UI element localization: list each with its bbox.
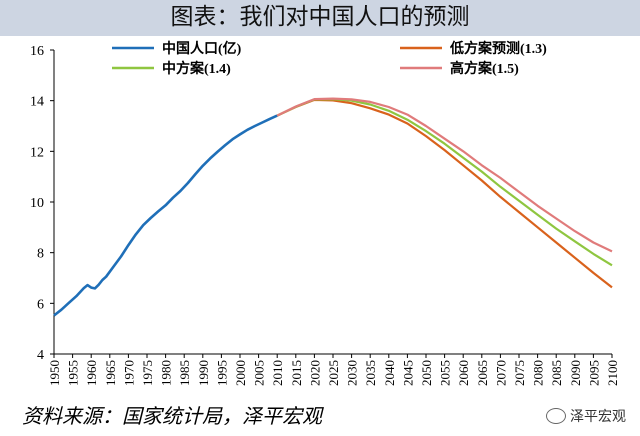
x-tick-label: 1960 bbox=[84, 360, 99, 386]
y-tick-label: 6 bbox=[37, 297, 44, 312]
x-tick-label: 1970 bbox=[121, 360, 136, 386]
x-tick-label: 1985 bbox=[177, 360, 192, 386]
x-tick-label: 2055 bbox=[438, 360, 453, 386]
x-tick-label: 2045 bbox=[400, 360, 415, 386]
y-tick-label: 14 bbox=[30, 95, 44, 110]
x-tick-label: 2005 bbox=[252, 360, 267, 386]
x-tick-label: 1980 bbox=[159, 360, 174, 386]
x-tick-label: 2050 bbox=[419, 360, 434, 386]
x-tick-label: 1995 bbox=[214, 360, 229, 386]
x-tick-label: 2100 bbox=[605, 360, 620, 386]
y-tick-label: 10 bbox=[30, 196, 44, 211]
legend-label: 低方案预测(1.3) bbox=[449, 40, 547, 57]
legend-label: 高方案(1.5) bbox=[450, 60, 519, 77]
y-tick-labels: 4 6 8 10 12 14 16 bbox=[30, 44, 44, 363]
x-tick-label: 2030 bbox=[345, 360, 360, 386]
x-tick-label: 1950 bbox=[47, 360, 62, 386]
x-tick-label: 2015 bbox=[289, 360, 304, 386]
series-line bbox=[276, 97, 613, 267]
x-tick-label: 2065 bbox=[475, 360, 490, 386]
legend: 中国人口(亿) 中方案(1.4) 低方案预测(1.3) 高方案(1.5) bbox=[112, 40, 547, 77]
series-line bbox=[276, 97, 613, 253]
x-tick-label: 2095 bbox=[586, 360, 601, 386]
page-title: 图表：我们对中国人口的预测 bbox=[0, 0, 640, 36]
x-tick-label: 2070 bbox=[493, 360, 508, 386]
x-tick-label: 2035 bbox=[363, 360, 378, 386]
y-tick-label: 12 bbox=[30, 145, 44, 160]
x-tick-label: 2025 bbox=[326, 360, 341, 386]
x-tick-label: 1975 bbox=[140, 360, 155, 386]
series-line bbox=[276, 98, 613, 289]
series-line bbox=[53, 114, 278, 317]
wechat-icon bbox=[546, 408, 566, 424]
x-tick-label: 2010 bbox=[270, 360, 285, 386]
x-tick-label: 2085 bbox=[549, 360, 564, 386]
y-tick-label: 8 bbox=[37, 247, 44, 262]
watermark: 泽平宏观 bbox=[546, 406, 626, 426]
x-tick-label: 2090 bbox=[568, 360, 583, 386]
x-tick-label: 2000 bbox=[233, 360, 248, 386]
source-note: 资料来源：国家统计局，泽平宏观 bbox=[22, 404, 322, 428]
x-tick-labels: 1950 1955 1960 1965 1970 1975 1980 1985 1990 1995… bbox=[47, 360, 620, 386]
x-tick-label: 1955 bbox=[66, 360, 81, 386]
x-tick-label: 2020 bbox=[307, 360, 322, 386]
watermark-label: 泽平宏观 bbox=[570, 409, 626, 425]
y-tick-label: 16 bbox=[30, 44, 44, 59]
legend-label: 中方案(1.4) bbox=[162, 60, 231, 77]
x-tick-label: 2060 bbox=[456, 360, 471, 386]
legend-label: 中国人口(亿) bbox=[162, 40, 242, 57]
x-tick-label: 1965 bbox=[103, 360, 118, 386]
y-tick-label: 4 bbox=[37, 348, 44, 363]
chart-axes bbox=[50, 49, 613, 358]
x-tick-label: 2075 bbox=[512, 360, 527, 386]
x-tick-label: 1990 bbox=[196, 360, 211, 386]
x-tick-label: 2040 bbox=[382, 360, 397, 386]
x-tick-label: 2080 bbox=[531, 360, 546, 386]
series-lines bbox=[53, 97, 613, 317]
